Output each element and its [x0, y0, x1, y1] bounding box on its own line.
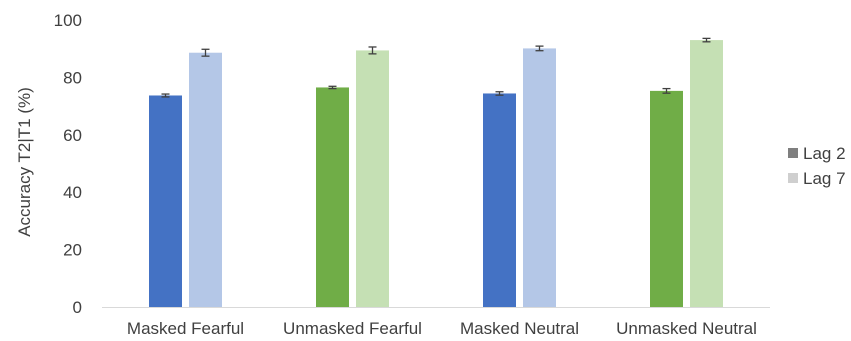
- bar: [483, 93, 516, 307]
- x-tick-label: Masked Fearful: [127, 319, 244, 338]
- bar: [356, 50, 389, 308]
- y-tick-label: 60: [63, 126, 82, 145]
- bar: [189, 52, 222, 307]
- y-tick-label: 100: [54, 11, 82, 30]
- x-tick-label: Unmasked Neutral: [616, 319, 757, 338]
- y-tick-label: 20: [63, 241, 82, 260]
- legend-label: Lag 7: [803, 169, 846, 188]
- y-axis-title: Accuracy T2|T1 (%): [15, 87, 34, 237]
- y-tick-label: 40: [63, 183, 82, 202]
- x-tick-label: Unmasked Fearful: [283, 319, 422, 338]
- bar: [316, 87, 349, 307]
- plot-area: 0 20 40 60 80 100 Masked Fearful Unmasked Fearf…: [54, 11, 770, 338]
- bar: [149, 95, 182, 307]
- y-tick-label: 0: [73, 298, 82, 317]
- legend-label: Lag 2: [803, 144, 846, 163]
- x-tick-label: Masked Neutral: [460, 319, 579, 338]
- y-tick-label: 80: [63, 68, 82, 87]
- legend-swatch: [788, 173, 798, 183]
- bar: [650, 90, 683, 307]
- bar: [523, 48, 556, 308]
- legend: Lag 2 Lag 7: [788, 144, 846, 188]
- legend-swatch: [788, 148, 798, 158]
- bar: [690, 40, 723, 308]
